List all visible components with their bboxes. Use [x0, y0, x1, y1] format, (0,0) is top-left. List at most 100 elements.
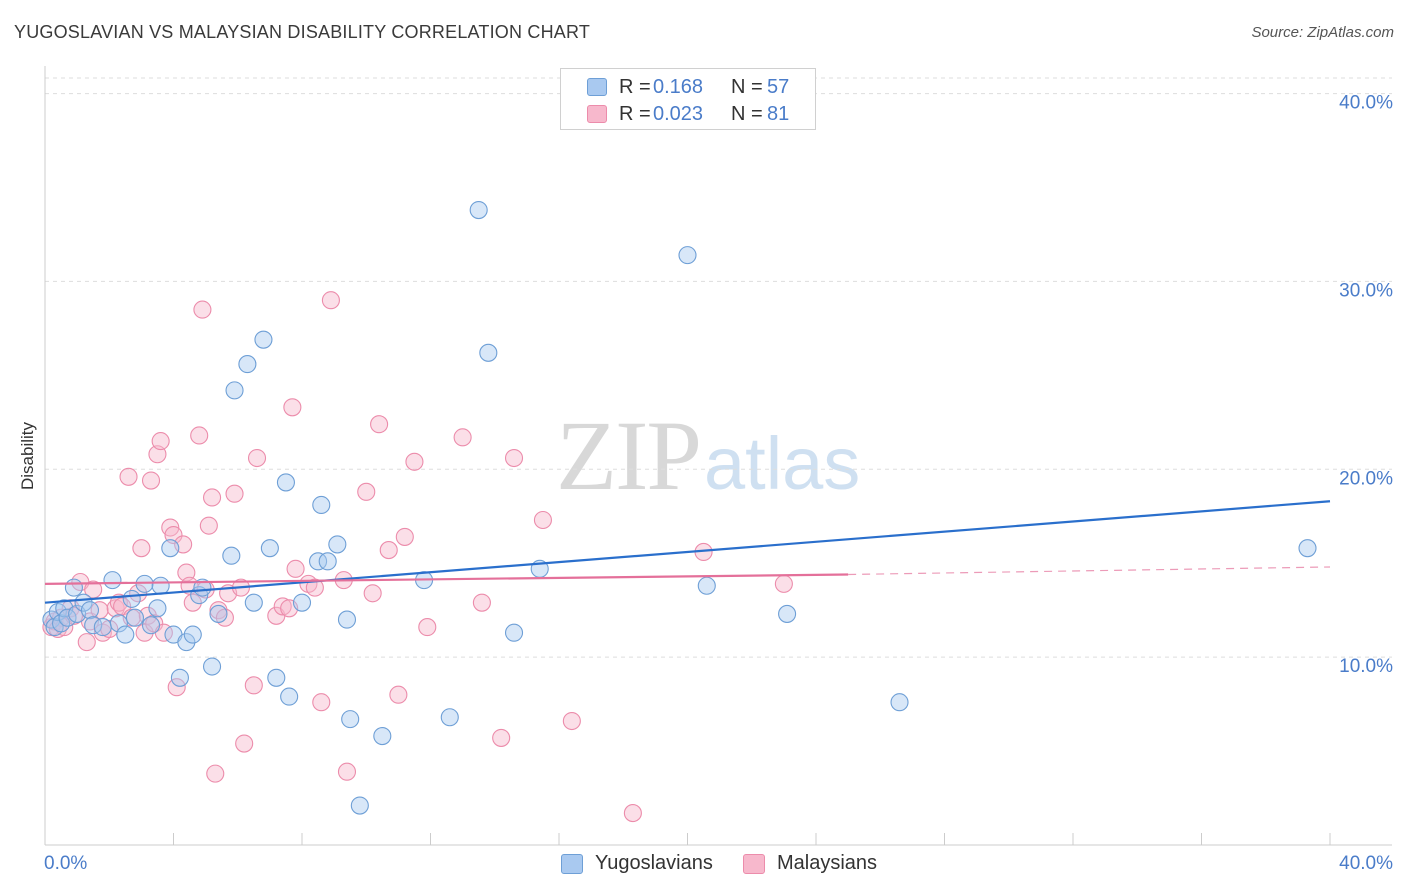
malaysians-point [199, 516, 218, 535]
yugoslavians-legend-swatch [561, 854, 583, 874]
yugoslavians-point [116, 625, 135, 644]
r-value: 0.168 [653, 76, 704, 98]
x-tick-label: 40.0% [1339, 853, 1393, 874]
malaysians-point [533, 510, 552, 530]
yugoslavians-point [318, 552, 337, 571]
malaysians-point [209, 601, 228, 620]
malaysians-point [453, 428, 472, 447]
n-value: 81 [767, 103, 790, 125]
malaysians-point [492, 728, 511, 747]
yugoslavians-point [109, 614, 128, 633]
y-axis-label: Disability [18, 421, 37, 490]
yugoslavians-point [280, 687, 299, 706]
malaysians-point [363, 584, 382, 603]
yugoslavians-point [161, 539, 180, 558]
malaysians-point [337, 762, 357, 781]
yugoslavians-point [64, 578, 83, 597]
yugoslavians-point [1298, 539, 1317, 558]
malaysians-point [562, 711, 581, 731]
y-tick-label: 20.0% [1339, 468, 1393, 489]
yugoslavians-point [328, 535, 347, 554]
n-label: N = [731, 103, 763, 125]
yugoslavians-point [260, 539, 279, 558]
yugoslavians-point [141, 616, 161, 635]
yugoslavians-point [440, 708, 459, 727]
yugoslavians-point [193, 578, 212, 597]
malaysians-point [389, 685, 408, 704]
malaysians-point [623, 804, 642, 823]
yugoslavians-point [58, 608, 77, 627]
malaysians-point [141, 471, 161, 490]
malaysians-point [321, 291, 340, 310]
yugoslavians-point [469, 200, 488, 220]
chart-title: YUGOSLAVIAN VS MALAYSIAN DISABILITY CORR… [14, 22, 591, 42]
malaysians-point [167, 678, 186, 697]
n-label: N = [731, 76, 763, 98]
stats-legend: R = 0.168 N = 57 R = 0.023 N = 81 [560, 68, 816, 130]
malaysians-point [244, 676, 263, 695]
yugoslavians-trend-line [44, 500, 1331, 604]
yugoslavians-point [276, 473, 295, 492]
yugoslavians-point [177, 633, 196, 652]
malaysians-trend-line-extension [848, 566, 1331, 576]
stats-legend-row-yugoslavians: R = 0.168 N = 57 [561, 73, 815, 99]
yugoslavians-point [80, 601, 100, 620]
malaysians-point [235, 734, 254, 753]
yugoslavians-point [341, 710, 360, 729]
yugoslavians-point [697, 576, 716, 595]
malaysians-point [405, 452, 424, 471]
malaysians-point [151, 432, 170, 451]
malaysians-point [225, 484, 244, 503]
yugoslavians-point [125, 608, 144, 627]
malaysians-point [472, 593, 491, 612]
malaysians-point [312, 693, 331, 712]
malaysians-trend-line [44, 573, 849, 585]
yugoslavians-point [225, 381, 244, 400]
malaysians-point [370, 415, 389, 434]
yugoslavians-point [103, 571, 122, 590]
n-value: 57 [767, 76, 790, 98]
malaysians-point [504, 448, 524, 468]
y-tick-label: 30.0% [1339, 280, 1393, 301]
yugoslavians-point [504, 623, 524, 642]
y-tick-label: 40.0% [1339, 93, 1393, 114]
yugoslavians-point [209, 604, 228, 623]
yugoslavians-point [122, 589, 141, 608]
malaysians-point [286, 559, 305, 578]
malaysians-point [106, 599, 125, 618]
malaysians-point [774, 574, 793, 593]
r-label: R = [619, 103, 651, 125]
yugoslavians-point [203, 657, 222, 676]
yugoslavians-point [183, 625, 202, 644]
stats-legend-row-malaysians: R = 0.023 N = 81 [561, 100, 815, 126]
malaysians-point [77, 633, 96, 652]
yugoslavians-point [148, 599, 167, 618]
r-label: R = [619, 76, 651, 98]
yugoslavians-point [479, 343, 498, 362]
malaysians-point [206, 764, 225, 783]
yugoslavians-point [312, 495, 331, 515]
yugoslavians-point [778, 604, 797, 623]
legend-label: Yugoslavians [595, 852, 713, 874]
yugoslavians-point [337, 610, 357, 629]
malaysians-point [418, 618, 437, 637]
yugoslavians-point [309, 552, 328, 571]
x-tick-label: 0.0% [44, 853, 87, 874]
yugoslavians-point [678, 246, 697, 265]
malaysians-point [145, 614, 164, 633]
malaysians-point [190, 426, 209, 445]
malaysians-point [357, 482, 376, 501]
malaysians-point [247, 448, 267, 468]
yugoslavians-point [238, 355, 257, 374]
malaysians-point [183, 593, 202, 612]
yugoslavians-point [890, 693, 909, 712]
malaysians-point [119, 467, 138, 486]
malaysians-legend-swatch [743, 854, 765, 874]
yugoslavians-point [350, 796, 369, 815]
legend-label: Malaysians [777, 852, 878, 874]
malaysians-point [283, 398, 302, 417]
source-label: Source: ZipAtlas.com [1251, 24, 1394, 41]
yugoslavians-swatch [587, 78, 607, 96]
yugoslavians-point [222, 546, 241, 565]
